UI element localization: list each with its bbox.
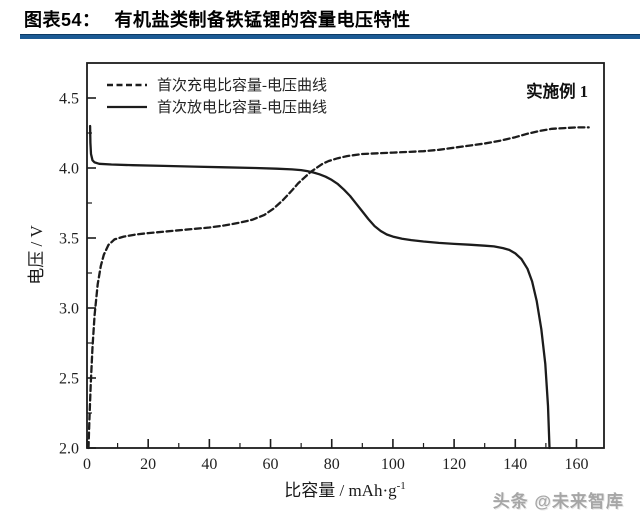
- x-tick-label: 0: [83, 456, 91, 473]
- x-tick-label: 60: [263, 456, 279, 473]
- series-discharge-curve: [88, 124, 551, 450]
- title-divider-rule: [20, 34, 640, 39]
- figure-title-text: 有机盐类制备铁锰锂的容量电压特性: [114, 10, 411, 30]
- y-tick-label: 2.5: [59, 371, 79, 388]
- x-tick-label: 20: [140, 456, 156, 473]
- plot-frame: [86, 62, 605, 449]
- x-tick-label: 120: [442, 456, 466, 473]
- x-axis-title: 比容量 / mAh·g-1: [284, 480, 406, 500]
- x-axis-title-main: 比容量 / mAh·g: [284, 481, 397, 500]
- y-tick-label: 4.0: [59, 161, 79, 178]
- figure-title-prefix: 图表54：: [24, 10, 101, 30]
- x-tick-label: 80: [324, 456, 340, 473]
- y-tick-label: 3.0: [59, 301, 79, 318]
- y-axis-title: 电压 / V: [27, 225, 46, 285]
- chart-legend: 首次充电比容量-电压曲线 首次放电比容量-电压曲线: [107, 77, 327, 116]
- chart-generated-layer: 0 20 40 60 80 100 120 140 160 2.0 2.5 3.0 3.5 4.0 4.5: [59, 62, 605, 473]
- chart-annotation: 实施例 1: [526, 81, 588, 101]
- y-tick-label: 4.5: [59, 91, 79, 108]
- series-charge-curve: [87, 126, 590, 450]
- x-tick-label: 140: [503, 456, 527, 473]
- x-tick-label: 160: [564, 456, 588, 473]
- y-tick-label: 2.0: [59, 441, 79, 458]
- y-tick-label: 3.5: [59, 231, 79, 248]
- legend-discharge-label: 首次放电比容量-电压曲线: [157, 99, 327, 116]
- x-tick-label: 100: [381, 456, 405, 473]
- x-tick-label: 40: [201, 456, 217, 473]
- watermark: 头条 @未来智库: [492, 492, 624, 511]
- legend-charge-label: 首次充电比容量-电压曲线: [157, 77, 327, 94]
- figure-title: 图表54： 有机盐类制备铁锰锂的容量电压特性: [24, 6, 624, 32]
- x-axis-title-superscript: -1: [397, 480, 406, 492]
